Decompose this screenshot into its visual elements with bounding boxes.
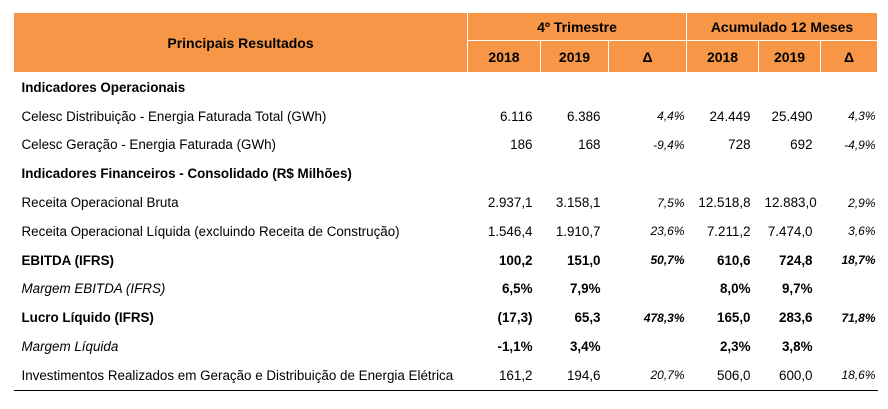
value-y-2019: 600,0 (758, 360, 821, 391)
row-label: Receita Operacional Bruta (21, 195, 179, 211)
value-y-2018: 165,0 (717, 310, 751, 326)
delta-q (609, 275, 687, 304)
row-label: Margem Líquida (21, 339, 119, 355)
value-q-2018: 161,2 (467, 360, 541, 391)
row-label: Celesc Geração - Energia Faturada (GWh) (21, 137, 277, 153)
delta-y: 2,9% (848, 195, 876, 210)
table-row: Celesc Distribuição - Energia Faturada T… (14, 102, 878, 131)
delta-q: 20,7% (608, 360, 687, 391)
value-y-2019: 692 (790, 137, 813, 153)
table-header: Principais Resultados 4º Trimestre Acumu… (13, 12, 879, 73)
table-row: Celesc Geração - Energia Faturada (GWh) 1… (14, 131, 878, 160)
delta-q (609, 332, 687, 361)
value-y-2019: 283,6 (779, 310, 813, 326)
table-row: Receita Operacional Bruta 2.937,1 3.158,1 7… (14, 188, 878, 217)
delta-q: 478,3% (643, 310, 685, 325)
delta-y (821, 332, 878, 361)
delta-q: 50,7% (650, 253, 685, 268)
delta-y: 18,7% (841, 253, 876, 268)
table-row: Investimentos Realizados em Geração e Di… (13, 360, 878, 391)
value-q-2019: 151,0 (566, 252, 601, 268)
delta-q: 7,5% (657, 195, 685, 210)
results-table-container: Principais Resultados 4º Trimestre Acumu… (13, 12, 879, 391)
header-main: Principais Resultados (13, 12, 468, 73)
value-q-2019: 1.910,7 (555, 223, 601, 239)
table-body: Indicadores Operacionais Celesc Distribui… (13, 71, 878, 391)
value-y-2018: 610,6 (717, 252, 751, 268)
section-label: Indicadores Financeiros - Consolidado (R… (21, 166, 352, 182)
value-q-2018: 1.546,4 (487, 223, 533, 239)
header-group-12-months: Acumulado 12 Meses (686, 12, 879, 41)
table-row: Margem Líquida -1,1% 3,4% 2,3% 3,8% (14, 332, 878, 361)
delta-y (821, 275, 878, 304)
value-q-2018: 6,5% (501, 281, 533, 297)
table-row: Lucro Líquido (IFRS) (17,3) 65,3 478,3% 165,… (14, 303, 878, 332)
value-q-2018: 186 (510, 137, 533, 153)
value-y-2019: 12.883,0 (764, 195, 817, 211)
value-q-2019: 7,9% (569, 281, 601, 297)
header-col-y-2018: 2018 (686, 40, 760, 73)
row-label: EBITDA (IFRS) (21, 252, 115, 268)
value-y-2019: 7.474,0 (767, 223, 813, 239)
value-y-2018: 506,0 (686, 360, 759, 391)
table-row: Receita Operacional Líquida (excluindo R… (14, 217, 878, 246)
delta-y: 71,8% (841, 310, 876, 325)
value-q-2018: (17,3) (497, 310, 533, 326)
delta-q: -9,4% (653, 137, 685, 152)
header-col-y-delta: Δ (820, 40, 879, 73)
table-row: Margem EBITDA (IFRS) 6,5% 7,9% 8,0% 9,7% (14, 275, 878, 304)
value-q-2019: 3.158,1 (555, 195, 601, 211)
header-col-q-2019: 2019 (540, 40, 609, 73)
header-col-y-2019: 2019 (758, 40, 822, 73)
value-y-2018: 12.518,8 (698, 195, 751, 211)
delta-q: 23,6% (650, 224, 685, 239)
row-label: Lucro Líquido (IFRS) (21, 310, 154, 326)
value-q-2018: -1,1% (497, 339, 533, 355)
value-y-2018: 728 (728, 137, 751, 153)
row-label: Celesc Distribuição - Energia Faturada T… (21, 108, 327, 124)
delta-y: 18,6% (820, 360, 878, 391)
value-q-2019: 3,4% (569, 339, 601, 355)
value-y-2019: 3,8% (781, 339, 813, 355)
value-q-2019: 6.386 (566, 108, 601, 124)
value-q-2019: 65,3 (574, 310, 601, 326)
value-q-2018: 100,2 (498, 252, 533, 268)
section-row: Indicadores Financeiros - Consolidado (R… (14, 159, 878, 188)
section-label: Indicadores Operacionais (13, 71, 878, 102)
value-y-2019: 9,7% (781, 281, 813, 297)
delta-y: 3,6% (848, 224, 876, 239)
results-table: Principais Resultados 4º Trimestre Acumu… (13, 12, 879, 391)
header-col-q-delta: Δ (607, 40, 688, 73)
value-y-2018: 7.211,2 (706, 223, 751, 239)
row-label: Receita Operacional Líquida (excluindo R… (21, 223, 400, 239)
value-y-2019: 724,8 (779, 252, 813, 268)
row-label: Margem EBITDA (IFRS) (21, 281, 166, 297)
value-y-2018: 8,0% (719, 281, 751, 297)
value-q-2018: 2.937,1 (487, 195, 533, 211)
row-label: Investimentos Realizados em Geração e Di… (13, 360, 468, 391)
header-col-q-2018: 2018 (467, 40, 541, 73)
table-row: EBITDA (IFRS) 100,2 151,0 50,7% 610,6 724,8 18… (14, 246, 878, 275)
value-y-2018: 24.449 (709, 108, 751, 124)
value-y-2019: 25.490 (771, 108, 813, 124)
value-y-2018: 2,3% (719, 339, 751, 355)
value-q-2019: 168 (578, 137, 601, 153)
value-q-2018: 6.116 (499, 108, 533, 124)
delta-y: 4,3% (848, 109, 876, 124)
delta-q: 4,4% (657, 109, 685, 124)
delta-y: -4,9% (844, 137, 876, 152)
section-row: Indicadores Operacionais (13, 71, 878, 102)
value-q-2019: 194,6 (540, 360, 609, 391)
header-group-quarter: 4º Trimestre (466, 12, 688, 41)
